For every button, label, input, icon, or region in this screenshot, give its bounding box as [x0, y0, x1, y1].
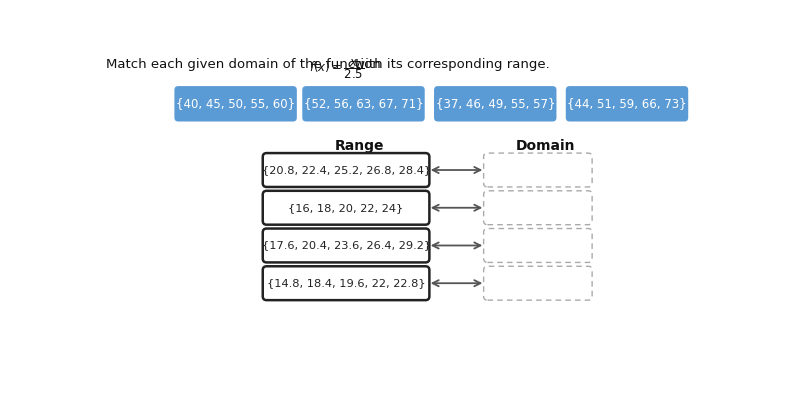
FancyBboxPatch shape — [434, 86, 557, 122]
FancyBboxPatch shape — [174, 86, 297, 122]
Text: $f(x)=\dfrac{x}{2.5}$: $f(x)=\dfrac{x}{2.5}$ — [310, 58, 365, 81]
Text: {40, 45, 50, 55, 60}: {40, 45, 50, 55, 60} — [176, 97, 295, 110]
FancyBboxPatch shape — [302, 86, 425, 122]
FancyBboxPatch shape — [262, 229, 430, 262]
FancyBboxPatch shape — [262, 153, 430, 187]
Text: {16, 18, 20, 22, 24}: {16, 18, 20, 22, 24} — [289, 203, 404, 213]
Text: Range: Range — [335, 139, 384, 153]
FancyBboxPatch shape — [566, 86, 688, 122]
FancyBboxPatch shape — [262, 191, 430, 225]
FancyBboxPatch shape — [484, 153, 592, 187]
Text: {52, 56, 63, 67, 71}: {52, 56, 63, 67, 71} — [304, 97, 423, 110]
Text: {37, 46, 49, 55, 57}: {37, 46, 49, 55, 57} — [435, 97, 555, 110]
Text: with its corresponding range.: with its corresponding range. — [350, 58, 550, 71]
Text: Domain: Domain — [516, 139, 575, 153]
Text: {14.8, 18.4, 19.6, 22, 22.8}: {14.8, 18.4, 19.6, 22, 22.8} — [266, 278, 426, 288]
FancyBboxPatch shape — [262, 266, 430, 300]
Text: {17.6, 20.4, 23.6, 26.4, 29.2}: {17.6, 20.4, 23.6, 26.4, 29.2} — [262, 241, 430, 251]
Text: {20.8, 22.4, 25.2, 26.8, 28.4}: {20.8, 22.4, 25.2, 26.8, 28.4} — [262, 165, 430, 175]
FancyBboxPatch shape — [484, 266, 592, 300]
Text: Match each given domain of the function: Match each given domain of the function — [106, 58, 386, 71]
FancyBboxPatch shape — [484, 191, 592, 225]
FancyBboxPatch shape — [484, 229, 592, 262]
Text: {44, 51, 59, 66, 73}: {44, 51, 59, 66, 73} — [567, 97, 687, 110]
